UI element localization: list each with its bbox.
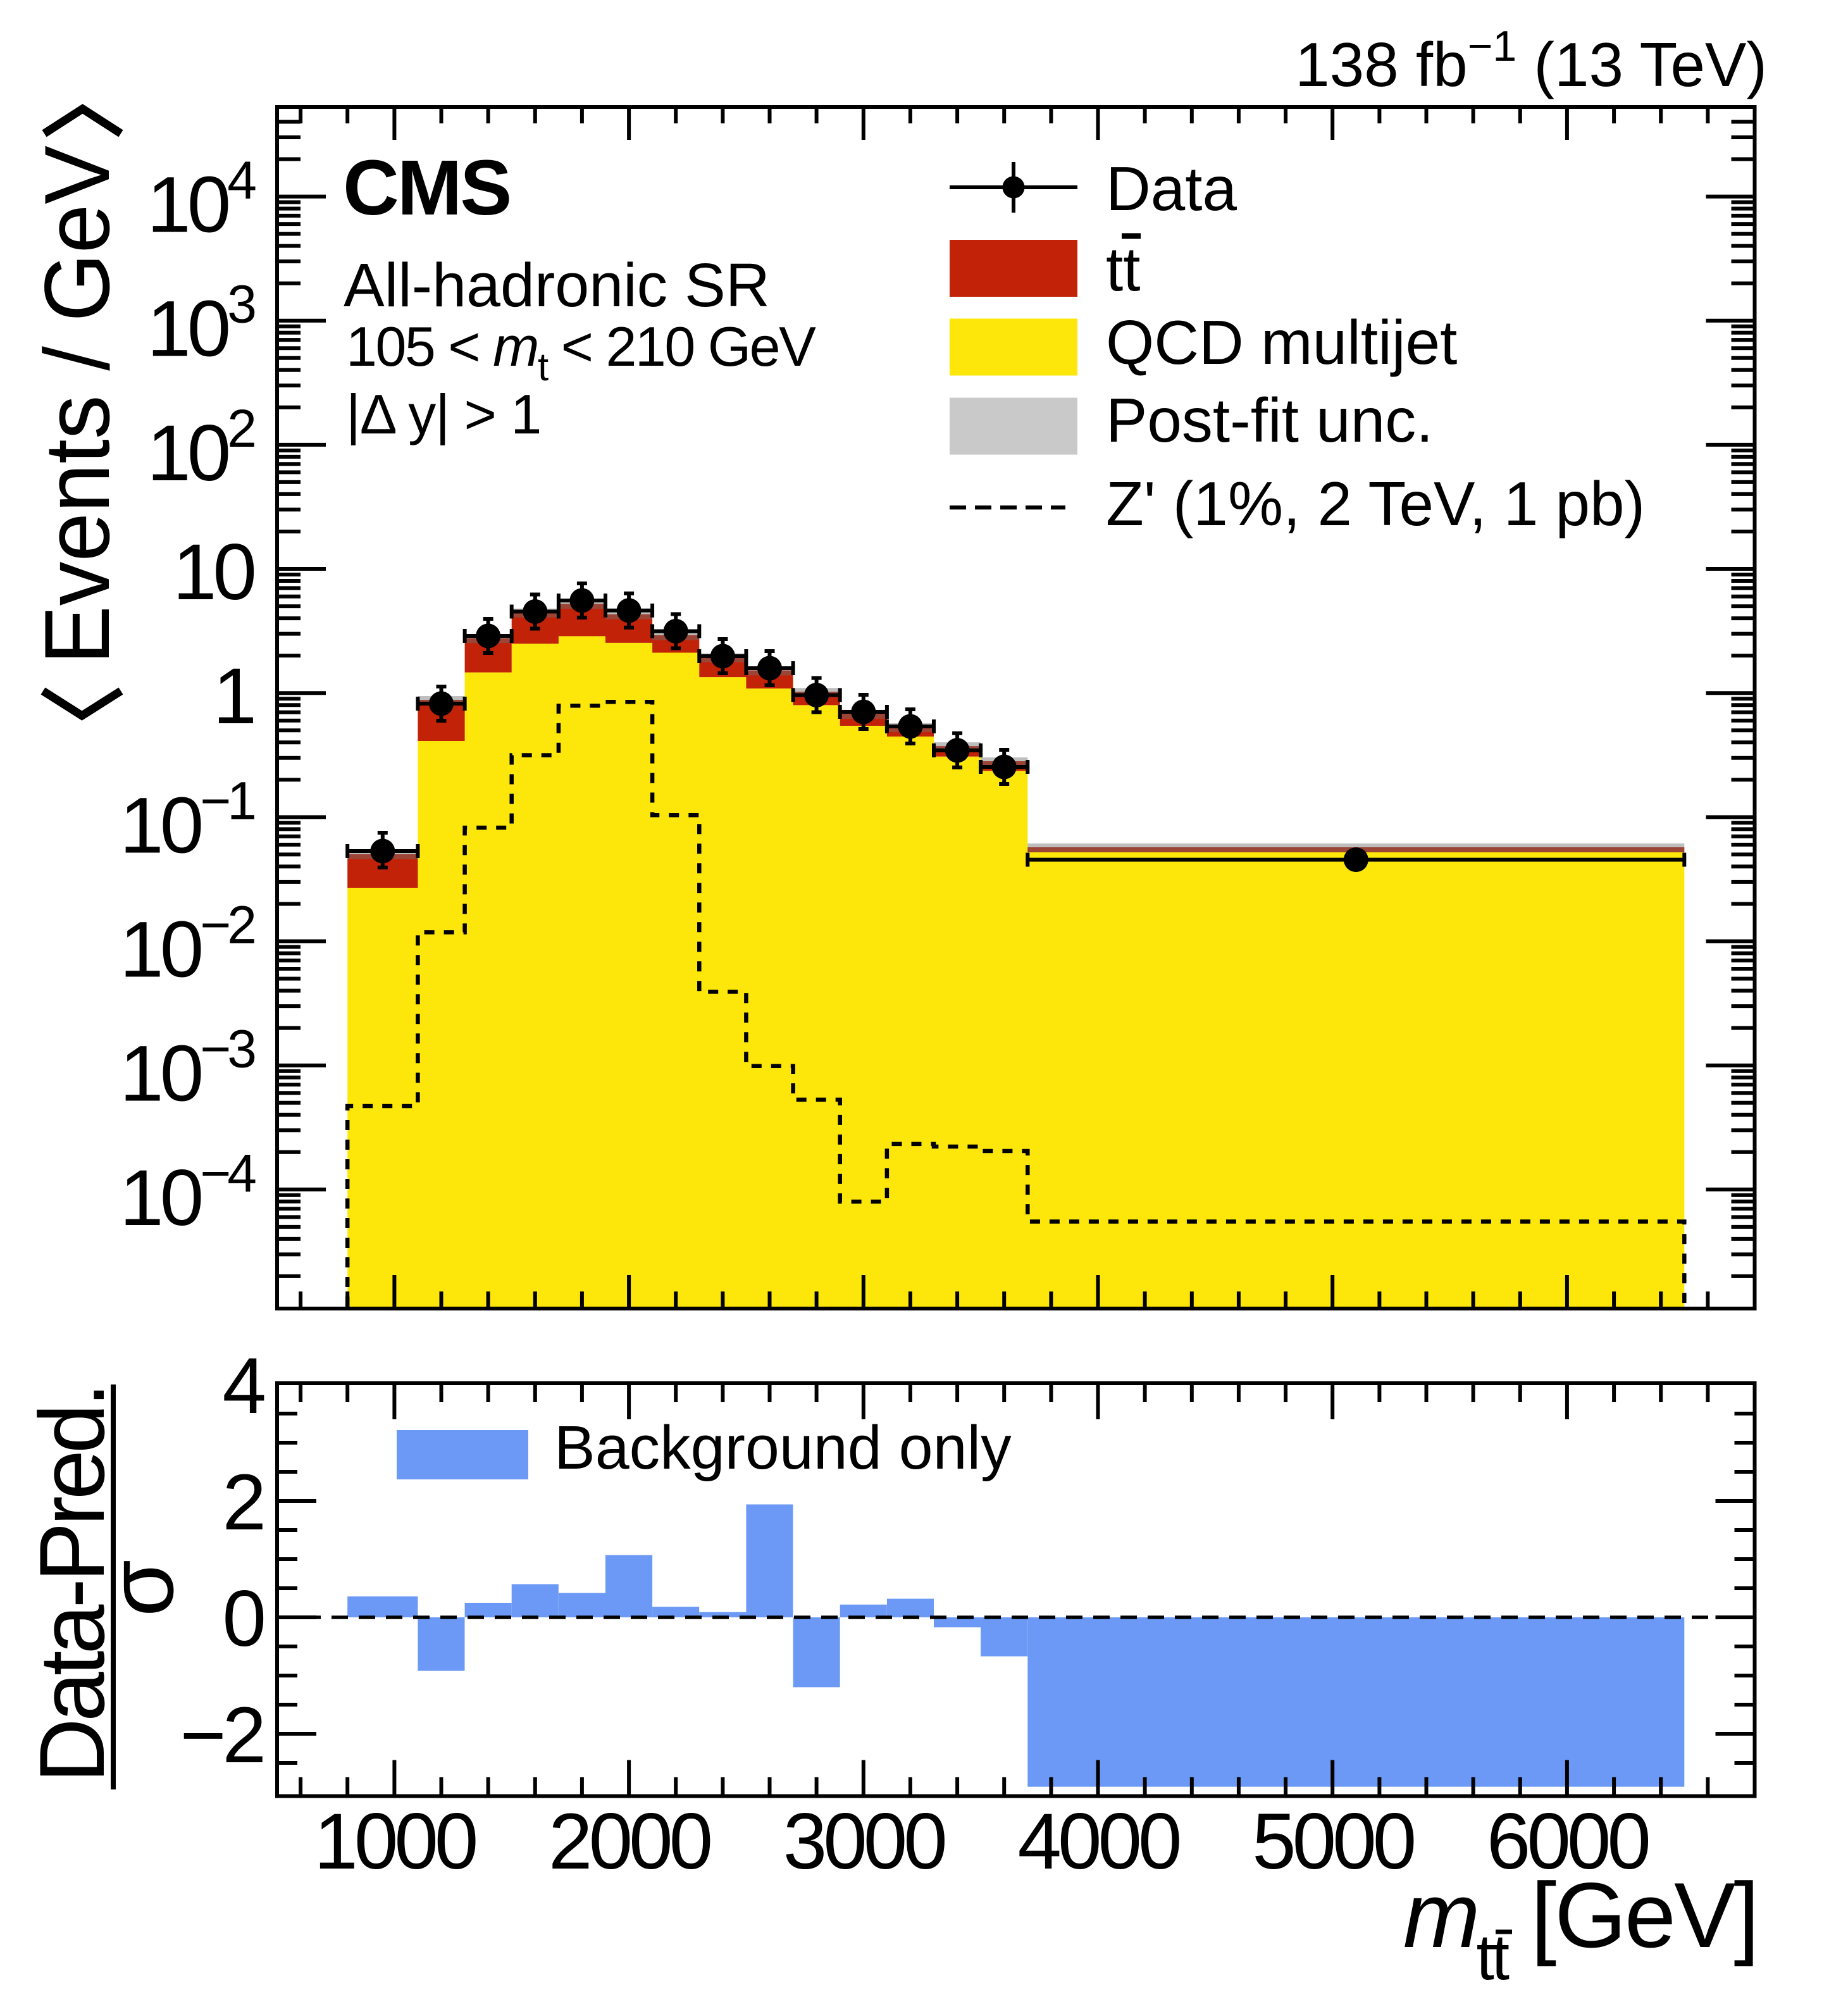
svg-text:|Δ y| > 1: |Δ y| > 1 bbox=[346, 383, 541, 445]
svg-text:tt: tt bbox=[1106, 234, 1140, 304]
svg-text:2: 2 bbox=[222, 1459, 263, 1546]
svg-text:10−3: 10−3 bbox=[120, 1019, 255, 1118]
svg-text:4: 4 bbox=[222, 1342, 264, 1430]
svg-text:1000: 1000 bbox=[314, 1798, 476, 1886]
svg-text:6000: 6000 bbox=[1487, 1798, 1649, 1886]
svg-text:Background only: Background only bbox=[554, 1413, 1012, 1482]
svg-text:QCD multijet: QCD multijet bbox=[1106, 308, 1457, 377]
svg-text:2000: 2000 bbox=[549, 1798, 710, 1886]
svg-text:−2: −2 bbox=[180, 1691, 263, 1779]
svg-text:5000: 5000 bbox=[1252, 1798, 1414, 1886]
svg-text:10−1: 10−1 bbox=[120, 771, 254, 869]
svg-text:Data-Pred.: Data-Pred. bbox=[20, 1386, 123, 1783]
svg-text:Post-fit unc.: Post-fit unc. bbox=[1106, 385, 1433, 455]
svg-text:0: 0 bbox=[222, 1575, 263, 1663]
svg-text:1: 1 bbox=[213, 652, 253, 740]
svg-text:Data: Data bbox=[1106, 154, 1237, 223]
svg-text:σ: σ bbox=[89, 1560, 192, 1617]
svg-text:Events / GeV: Events / GeV bbox=[25, 146, 128, 664]
svg-text:10−4: 10−4 bbox=[120, 1143, 256, 1242]
svg-text:10: 10 bbox=[173, 528, 254, 616]
svg-text:All-hadronic SR: All-hadronic SR bbox=[344, 251, 770, 320]
svg-text:3000: 3000 bbox=[783, 1798, 945, 1886]
svg-text:mtt [GeV]: mtt [GeV] bbox=[1403, 1863, 1758, 1993]
svg-text:10−2: 10−2 bbox=[120, 895, 254, 994]
svg-text:Z' (1%, 2 TeV, 1 pb): Z' (1%, 2 TeV, 1 pb) bbox=[1106, 469, 1645, 538]
svg-text:4000: 4000 bbox=[1017, 1798, 1179, 1886]
svg-text:105 < mt < 210 GeV: 105 < mt < 210 GeV bbox=[346, 315, 816, 389]
svg-text:104: 104 bbox=[147, 151, 256, 249]
svg-text:CMS: CMS bbox=[343, 145, 510, 232]
svg-text:138 fb−1 (13 TeV): 138 fb−1 (13 TeV) bbox=[1295, 22, 1767, 99]
